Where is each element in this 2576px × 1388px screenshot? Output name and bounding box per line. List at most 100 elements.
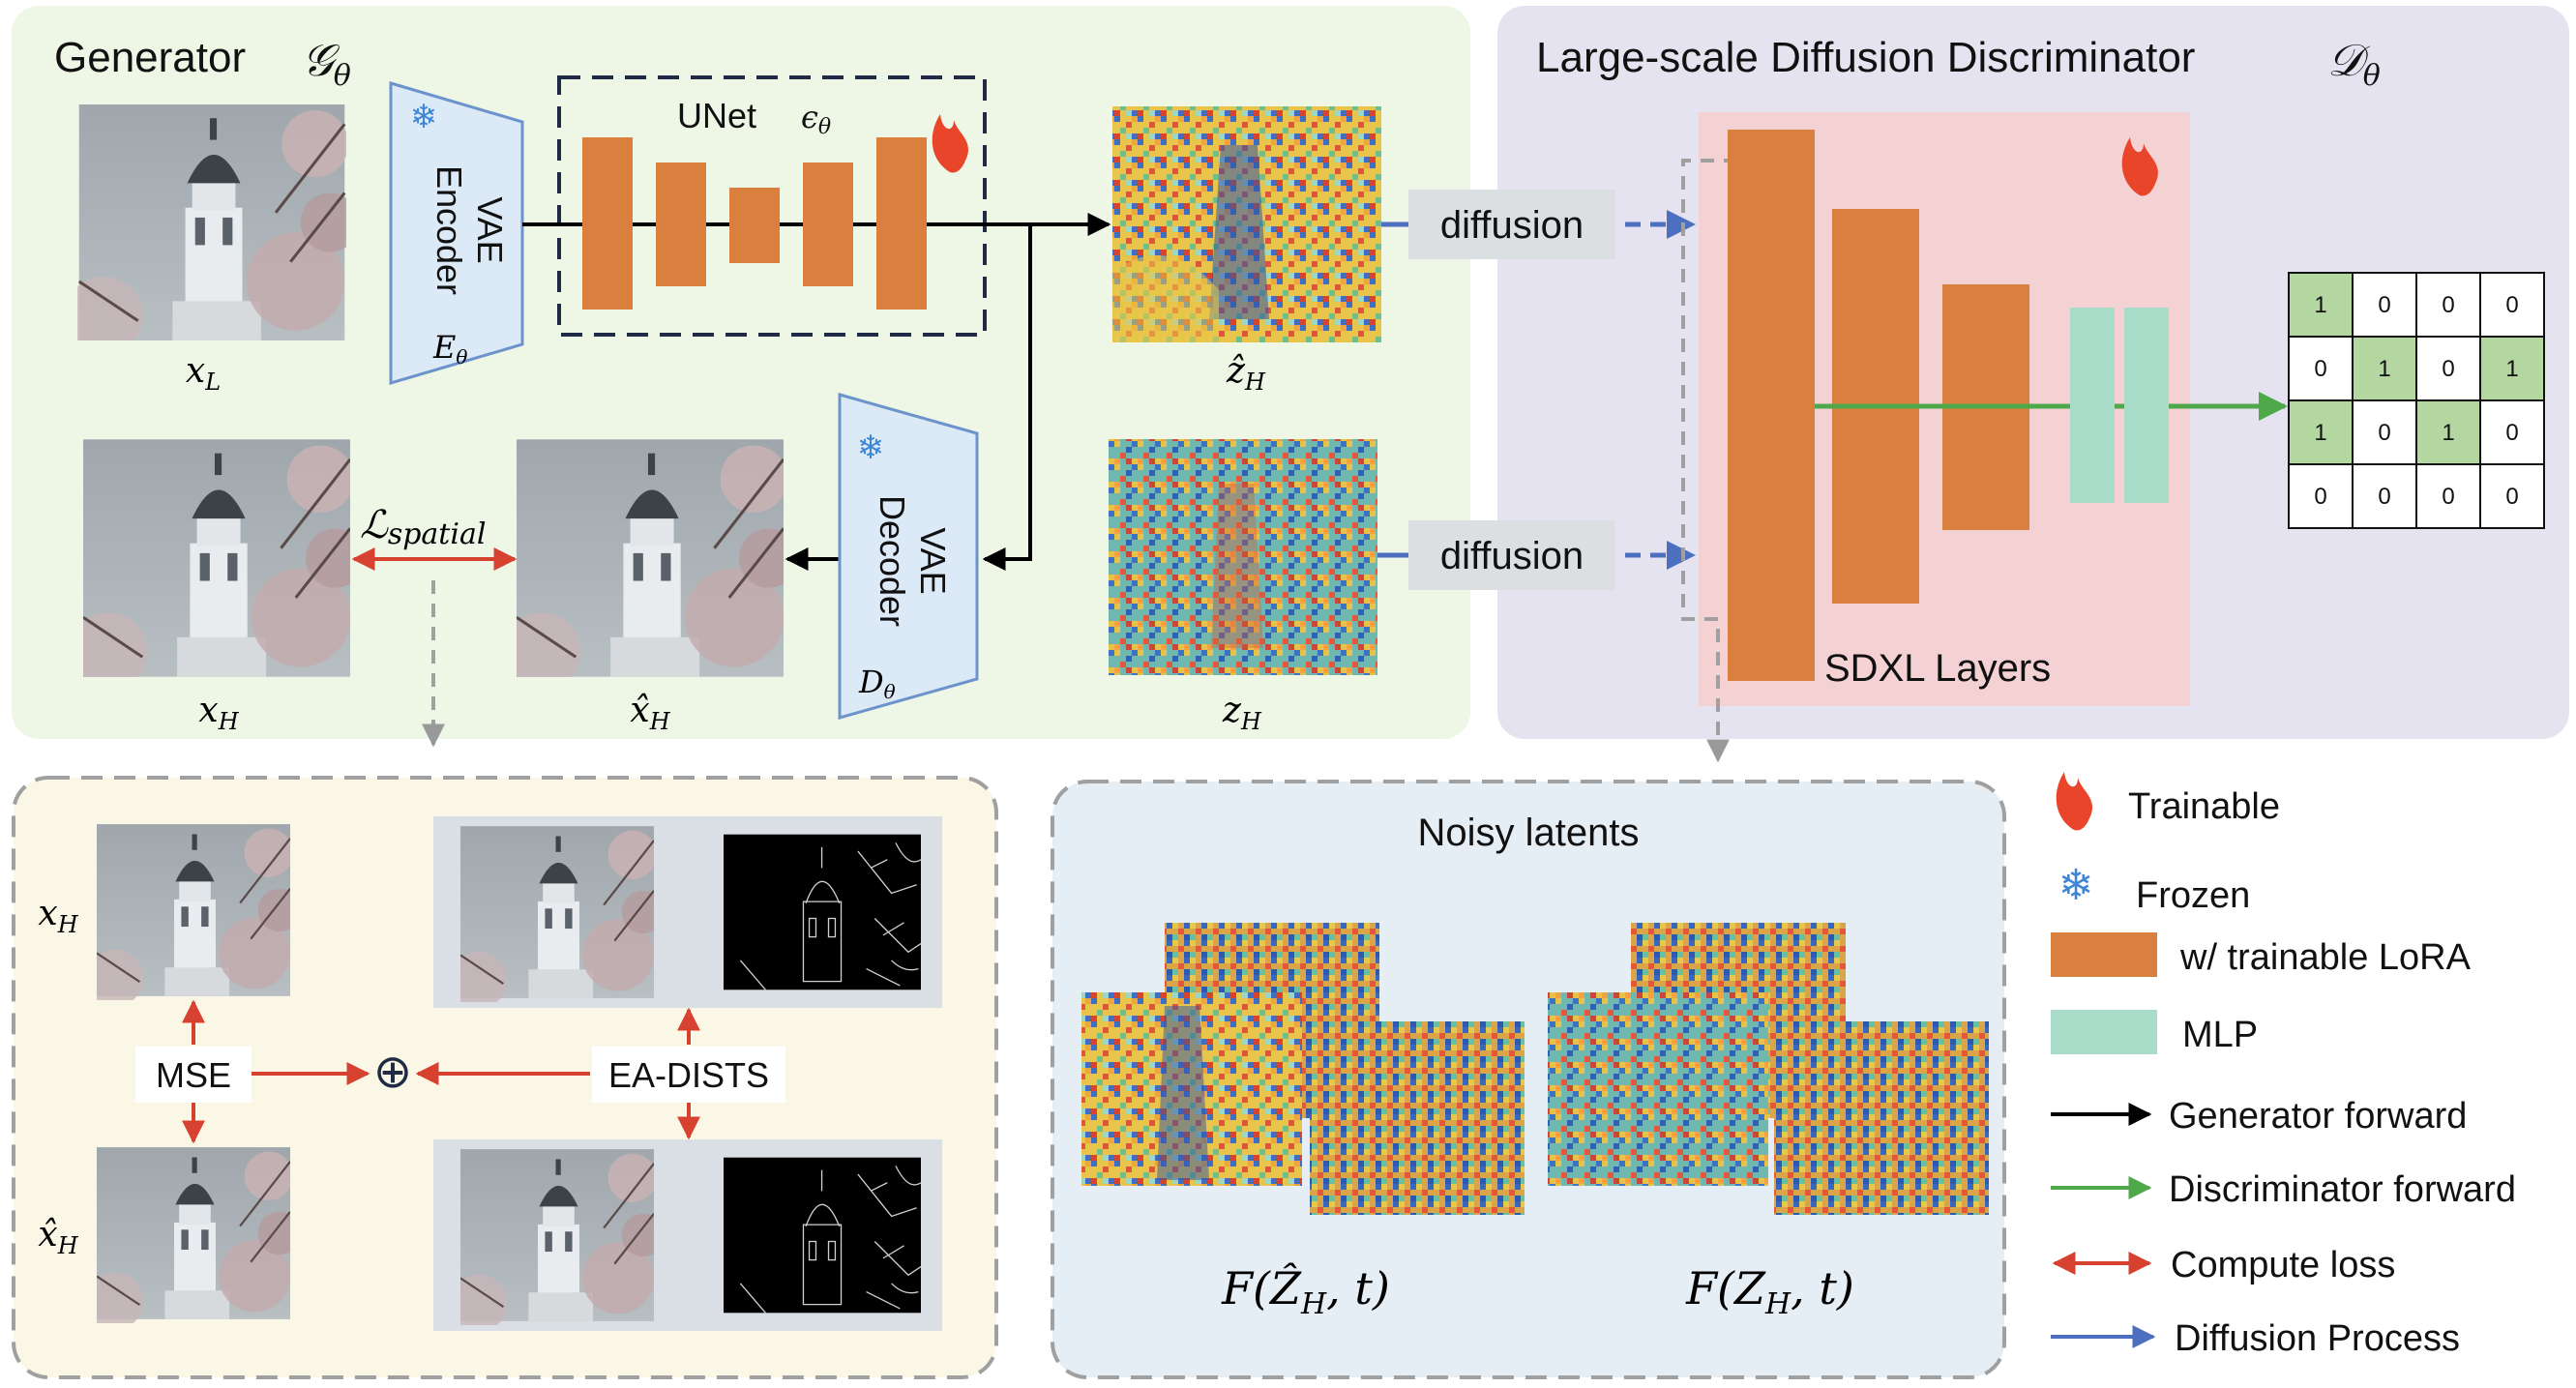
unet-layers: [582, 137, 927, 310]
noisy-latent-right-front: [1548, 992, 1768, 1186]
matrix-cell-value: 0: [2378, 292, 2390, 318]
matrix-cell-value: 0: [2314, 484, 2326, 510]
legend-disc-forward: Discriminator forward: [2169, 1169, 2516, 1210]
vae-encoder-block: [389, 80, 524, 386]
noisy-latent-left-side: [1310, 1021, 1525, 1215]
legend-frozen: Frozen: [2136, 875, 2250, 916]
unet-layer-1: [582, 137, 633, 310]
matrix-cell: [2288, 463, 2354, 529]
matrix-cell-value: 1: [2314, 420, 2326, 446]
label-xl: xL: [186, 351, 221, 396]
matrix-cell-value: 0: [2505, 292, 2518, 318]
noisy-latent-dashed-link: [1681, 159, 1737, 763]
snowflake-icon: ❄: [410, 99, 438, 135]
fire-icon: [932, 114, 968, 173]
legend-diffusion: Diffusion Process: [2175, 1318, 2460, 1359]
legend: Trainable ❄ Frozen w/ trainable LoRA MLP…: [2051, 772, 2516, 1359]
ea-dists-image-bottom: [460, 1147, 654, 1325]
noisy-latent-right-side: [1774, 1021, 1989, 1215]
fire-icon: [2056, 772, 2092, 831]
vae-decoder-label: VAEDecoder: [873, 495, 953, 627]
mse-image-top: [97, 822, 290, 1000]
matrix-cell-value: 1: [2378, 356, 2390, 382]
vae-decoder-block: [838, 393, 979, 720]
sdxl-layer-1: [1728, 130, 1815, 681]
matrix-cell: [2479, 463, 2545, 529]
matrix-cell: [2352, 399, 2417, 465]
mse-box: [135, 1047, 252, 1103]
spatial-loss-label: ℒspatial: [360, 503, 486, 551]
matrix-cell-value: 0: [2378, 484, 2390, 510]
matrix-cell: [2352, 336, 2417, 401]
diffusion-label-top: diffusion: [1440, 204, 1584, 247]
matrix-cell: [2288, 272, 2354, 338]
unet-layer-5: [876, 137, 927, 310]
mlp-layers: [2070, 308, 2169, 503]
noisy-latent-stack-left: [1081, 923, 1525, 1215]
matrix-cell-value: 0: [2314, 356, 2326, 382]
legend-lora-swatch: [2051, 932, 2157, 977]
matrix-cell: [2352, 463, 2417, 529]
label-zhat-h: ẑH: [1226, 351, 1266, 396]
generator-title: Generator: [54, 34, 246, 81]
mlp-layer-1: [2070, 308, 2115, 503]
matrix-cell-value: 0: [2442, 292, 2454, 318]
matrix-cell-value: 0: [2442, 484, 2454, 510]
label-xhat-h: x̂H: [630, 691, 670, 735]
legend-compute-loss: Compute loss: [2171, 1245, 2395, 1285]
edge-map-bottom: [724, 1156, 921, 1314]
gt-image-xh: [83, 439, 350, 677]
latent-z-h: [1109, 439, 1377, 675]
edge-map-top: [724, 833, 921, 991]
legend-trainable: Trainable: [2128, 786, 2280, 827]
snowflake-icon: ❄: [857, 429, 885, 466]
decoder-symbol: Dθ: [858, 664, 896, 703]
matrix-cell-value: 0: [2378, 420, 2390, 446]
unet-box: [557, 75, 987, 337]
legend-mlp-swatch: [2051, 1010, 2157, 1054]
unet-to-decoder-arrow: [982, 224, 1032, 571]
legend-lora: w/ trainable LoRA: [2179, 937, 2472, 978]
fire-icon: [2121, 137, 2158, 196]
matrix-cell: [2352, 272, 2417, 338]
legend-mlp: MLP: [2182, 1015, 2258, 1055]
legend-gen-forward: Generator forward: [2169, 1096, 2467, 1137]
ea-dists-image-top: [460, 824, 654, 1002]
noisy-latent-stack-right: [1548, 923, 1989, 1215]
input-image-xl: [77, 104, 346, 340]
ea-dists-box: [592, 1047, 785, 1103]
vae-encoder-label: VAEEncoder: [429, 165, 510, 295]
matrix-cell-value: 1: [2314, 292, 2326, 318]
matrix-cell-value: 0: [2505, 420, 2518, 446]
unet-layer-2: [656, 162, 706, 286]
snowflake-icon: ❄: [2058, 862, 2094, 909]
label-xh: xH: [198, 691, 239, 735]
spatial-label-xhat-h: x̂H: [38, 1215, 78, 1259]
sdxl-layers-label: SDXL Layers: [1824, 647, 2051, 690]
noisy-latents-title: Noisy latents: [1418, 812, 1640, 854]
spatial-label-xh: xH: [38, 894, 78, 938]
encoder-symbol: Eθ: [432, 329, 467, 369]
unet-label: UNet: [677, 96, 756, 135]
mse-image-bottom: [97, 1145, 290, 1323]
diffusion-tag-top: [1408, 190, 1615, 259]
formula-right: F(ZH, t): [1685, 1262, 1854, 1321]
diffusion-tag-bottom: [1408, 520, 1615, 590]
ea-dists-label: EA-DISTS: [608, 1055, 769, 1095]
unet-symbol: ϵθ: [801, 99, 831, 139]
latent-zhat-h: [1112, 106, 1381, 342]
output-image-xhat-h: [517, 439, 784, 677]
matrix-cell: [2415, 463, 2481, 529]
matrix-cell-value: 1: [2505, 356, 2518, 382]
matrix-cell: [2479, 399, 2545, 465]
matrix-cell-value: 1: [2442, 420, 2454, 446]
formula-left: F(ẐH, t): [1221, 1261, 1390, 1321]
unet-layer-4: [803, 162, 853, 286]
output-matrix: 1 0 0 0 0 1 0 1 1 0 1 0 0 0 0 0: [2288, 272, 2545, 529]
mlp-layer-2: [2124, 308, 2169, 503]
diffusion-label-bottom: diffusion: [1440, 535, 1584, 577]
sum-symbol: ⊕: [373, 1047, 412, 1098]
matrix-cell-value: 0: [2442, 356, 2454, 382]
unet-layer-3: [729, 188, 780, 263]
